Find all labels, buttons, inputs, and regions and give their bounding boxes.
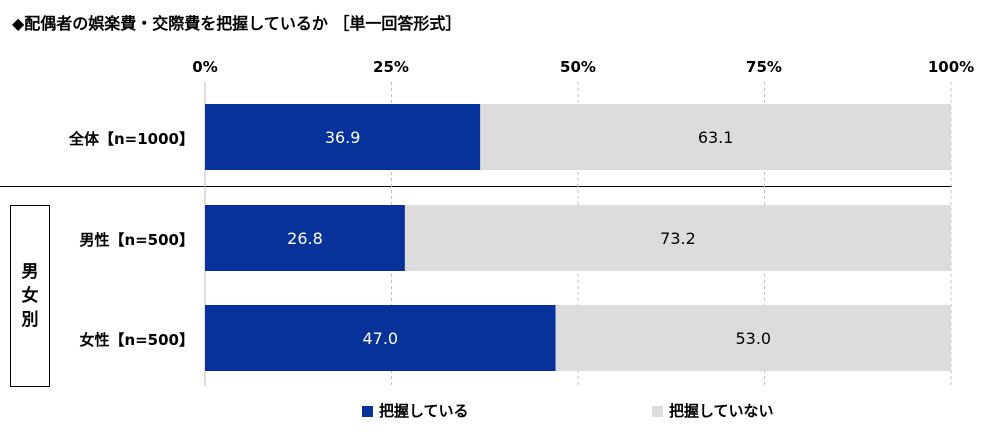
bar-series1	[205, 305, 556, 371]
legend-swatch-series2	[652, 406, 663, 417]
group-box: 男 女 別	[10, 205, 50, 387]
data-label: 36.9	[325, 128, 361, 147]
group-label-char: 男	[21, 262, 39, 282]
data-label: 53.0	[735, 329, 771, 348]
bar-series2	[480, 104, 951, 170]
x-tick-label: 75%	[746, 58, 782, 76]
data-label: 63.1	[698, 128, 734, 147]
group-label-char: 別	[21, 310, 39, 330]
legend-swatch-series1	[362, 406, 373, 417]
data-label: 26.8	[287, 229, 323, 248]
category-label-total: 全体【n=1000】	[69, 130, 194, 148]
x-tick-label: 50%	[560, 58, 596, 76]
group-label-char: 女	[21, 286, 39, 306]
category-label-male: 男性【n=500】	[79, 231, 194, 249]
group-separator	[0, 186, 952, 187]
bar-series2	[404, 205, 952, 271]
legend-item-series2: 把握していない	[652, 400, 774, 421]
data-label: 73.2	[660, 229, 696, 248]
group-label: 男 女 別	[11, 260, 49, 332]
legend-label-series2: 把握していない	[669, 402, 774, 420]
category-label-female: 女性【n=500】	[79, 331, 194, 349]
x-tick-label: 25%	[373, 58, 409, 76]
x-tick-label: 0%	[192, 58, 218, 76]
bar-series1	[205, 205, 405, 271]
bar-series2	[555, 305, 951, 371]
bar-series1	[205, 104, 481, 170]
legend-label-series1: 把握している	[379, 402, 469, 420]
data-label: 47.0	[362, 329, 398, 348]
chart-title: ◆配偶者の娯楽費・交際費を把握しているか ［単一回答形式］	[12, 14, 462, 33]
legend-item-series1: 把握している	[362, 400, 469, 421]
x-tick-label: 100%	[927, 58, 975, 76]
